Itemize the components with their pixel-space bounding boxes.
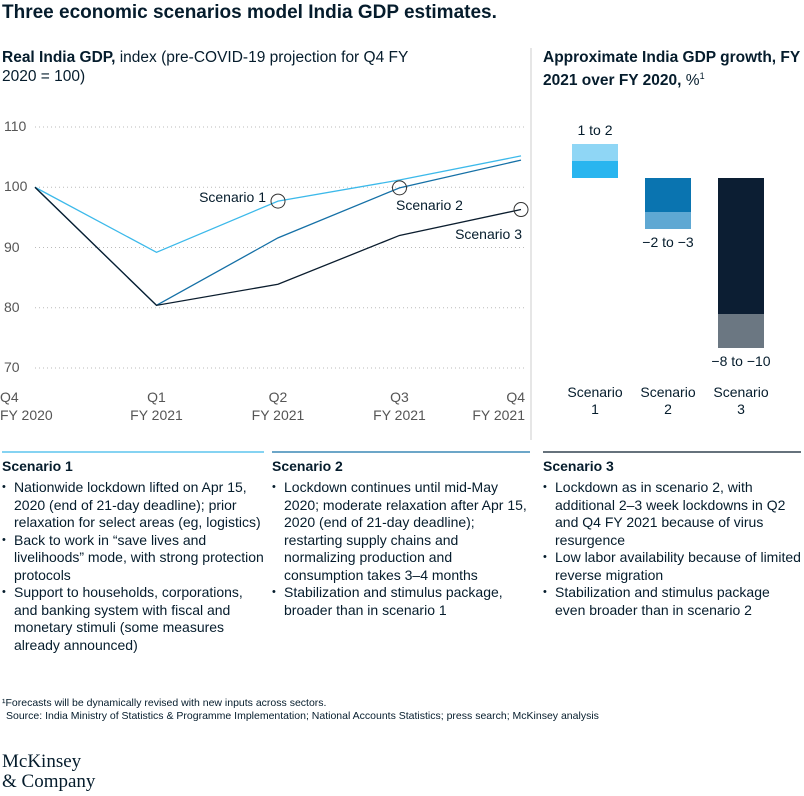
bar [572, 161, 618, 178]
y-tick-label: 80 [4, 298, 20, 315]
scenario-title: Scenario 1 [2, 458, 73, 474]
series-label: Scenario 3 [455, 226, 522, 242]
bar [645, 178, 691, 212]
line-chart-title: Real India GDP, [2, 49, 116, 66]
series-line [34, 155, 522, 254]
series-label: Scenario 1 [199, 189, 266, 205]
y-tick-label: 70 [4, 359, 20, 375]
y-tick-label: 90 [4, 238, 20, 255]
note-mark: 1 [699, 71, 705, 81]
bullet: Support to households, corporations, and… [2, 584, 264, 654]
x-tick-label: Q4 FY 2021 [472, 389, 525, 423]
footnote: ¹Forecasts will be dynamically revised w… [2, 697, 327, 709]
bullet: Nationwide lockdown lifted on Apr 15, 20… [2, 479, 264, 532]
value-label: 1 to 2 [577, 122, 613, 138]
bar-chart-unit: % [685, 72, 700, 90]
y-tick-label: 100 [4, 178, 28, 195]
scenario-bullets: Lockdown continues until mid-May 2020; m… [272, 479, 530, 619]
bullet: Lockdown as in scenario 2, with addition… [543, 479, 801, 549]
bullet: Low labor availability because of limite… [543, 549, 801, 584]
x-tick-label: Scenario 3 [713, 384, 769, 417]
bar-range [645, 212, 691, 229]
bar-range [572, 144, 618, 161]
bar-range [718, 314, 764, 348]
series-line [34, 186, 522, 307]
page-title: Three economic scenarios model India GDP… [2, 2, 497, 23]
scenario-bullets: Nationwide lockdown lifted on Apr 15, 20… [2, 479, 264, 654]
x-tick-label: Q1 FY 2021 [130, 389, 183, 423]
scenario-bullets: Lockdown as in scenario 2, with addition… [543, 479, 801, 619]
scenario-title: Scenario 2 [272, 458, 343, 474]
bullet: Lockdown continues until mid-May 2020; m… [272, 479, 530, 584]
line-chart-heading: Real India GDP, index (pre-COVID-19 proj… [2, 48, 422, 86]
bullet: Stabilization and stimulus package, broa… [272, 584, 530, 619]
scenario-title: Scenario 3 [543, 458, 614, 474]
point-marker [270, 193, 286, 209]
y-tick-label: 110 [4, 118, 27, 134]
value-label: −8 to −10 [711, 353, 771, 369]
bullet: Stabilization and stimulus package even … [543, 584, 801, 619]
bar-chart-title: Approximate India GDP growth, FY 2021 ov… [543, 49, 800, 90]
x-tick-label: Q2 FY 2021 [251, 389, 305, 423]
bullet: Back to work in “save lives and liveliho… [2, 532, 264, 585]
x-tick-label: Scenario 1 [567, 384, 623, 417]
logo: McKinsey & Company [2, 751, 96, 792]
bar-chart-heading: Approximate India GDP growth, FY 2021 ov… [543, 48, 801, 90]
series-label: Scenario 2 [396, 197, 463, 213]
point-marker [513, 202, 529, 218]
x-tick-label: Scenario 2 [640, 384, 696, 417]
x-tick-label: Q4 FY 2020 [0, 389, 53, 423]
value-label: −2 to −3 [642, 234, 694, 250]
source: Source: India Ministry of Statistics & P… [6, 710, 599, 722]
line-chart-subtitle: index (pre-COVID-19 projection for Q4 FY… [2, 49, 409, 85]
bar [718, 178, 764, 314]
x-tick-label: Q3 FY 2021 [373, 389, 426, 423]
point-marker [392, 180, 407, 196]
